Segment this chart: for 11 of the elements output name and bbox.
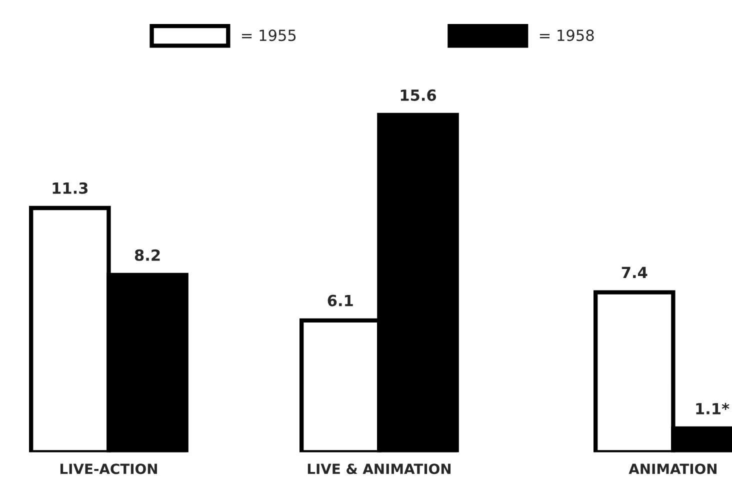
legend-label: = 1955 — [242, 30, 296, 42]
data-label: 1.1* — [696, 402, 730, 414]
x-tick-label: LIVE & ANIMATION — [308, 464, 450, 474]
data-label: 6.1 — [328, 294, 353, 306]
data-label: 15.6 — [400, 89, 436, 101]
data-label: 8.2 — [134, 249, 160, 261]
data-label: 11.3 — [52, 182, 88, 194]
legend-label: = 1958 — [540, 30, 594, 42]
data-label: 7.4 — [622, 266, 648, 278]
x-tick-label: ANIMATION — [628, 464, 716, 474]
x-tick-label: LIVE-ACTION — [60, 464, 157, 474]
